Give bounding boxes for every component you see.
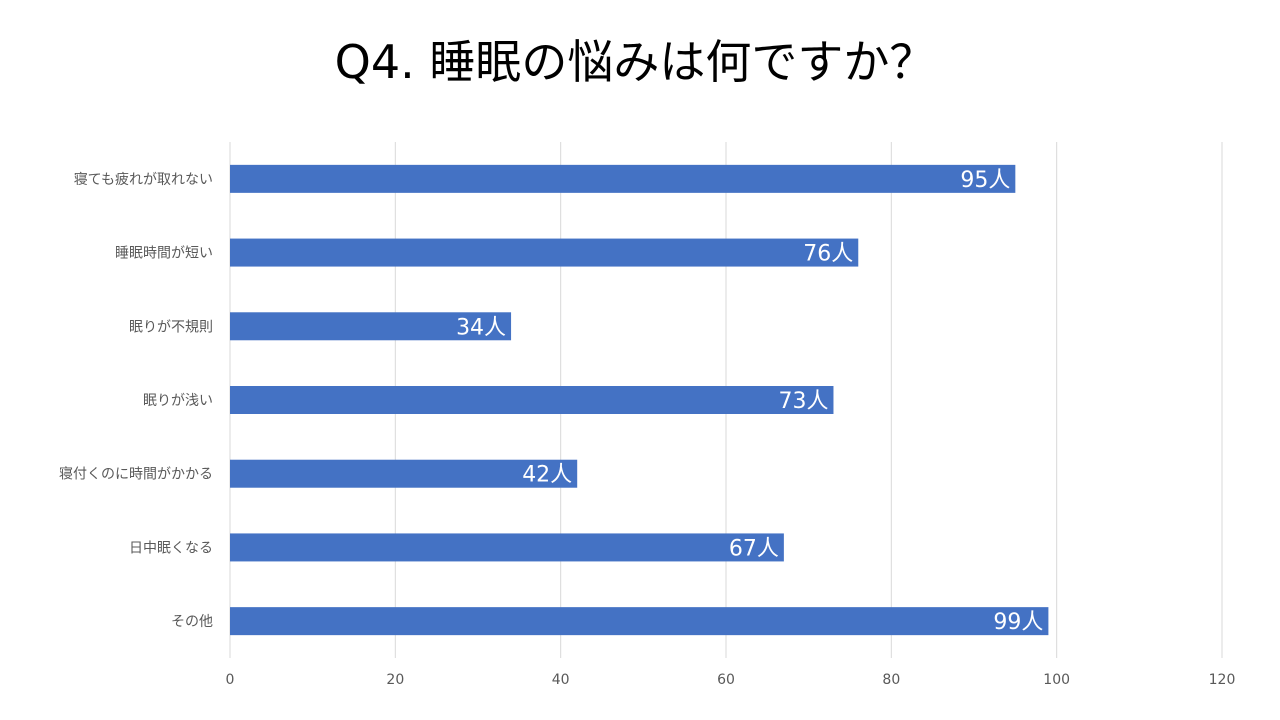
bar-7: [230, 607, 1049, 636]
x-tick-label-60: 60: [717, 672, 735, 688]
x-tick-label-80: 80: [882, 672, 900, 688]
x-axis-tick-labels: 0 20 40 60 80 100 120: [226, 672, 1236, 688]
category-label-1: 寝ても疲れが取れない: [74, 171, 213, 188]
data-label-2: 76人: [803, 242, 853, 267]
category-label-4: 眠りが浅い: [143, 393, 213, 409]
x-tick-label-100: 100: [1043, 672, 1070, 688]
data-label-6: 67人: [729, 536, 779, 561]
category-label-2: 睡眠時間が短い: [115, 246, 213, 262]
data-labels: 95人 76人 34人 73人 42人 67人 99人: [456, 168, 1043, 635]
x-tick-label-40: 40: [552, 672, 570, 688]
bar-2: [230, 238, 859, 267]
data-label-7: 99人: [993, 610, 1043, 635]
category-label-3: 眠りが不規則: [129, 319, 213, 335]
category-label-7: その他: [171, 614, 213, 630]
category-label-5: 寝付くのに時間がかかる: [59, 466, 213, 483]
x-tick-label-0: 0: [226, 672, 235, 688]
x-tick-label-20: 20: [386, 672, 404, 688]
bars: [230, 164, 1049, 636]
x-tick-label-120: 120: [1209, 672, 1236, 688]
data-label-5: 42人: [522, 463, 572, 488]
chart-title: Q4. 睡眠の悩みは何ですか？: [334, 35, 936, 89]
bar-4: [230, 386, 834, 414]
data-label-3: 34人: [456, 315, 506, 340]
bar-5: [230, 459, 578, 488]
bar-3: [230, 312, 512, 341]
category-label-6: 日中眠くなる: [129, 540, 213, 556]
bar-1: [230, 164, 1016, 193]
data-label-4: 73人: [778, 389, 828, 414]
bar-6: [230, 533, 784, 562]
category-labels: 寝ても疲れが取れない睡眠時間が短い眠りが不規則眠りが浅い寝付くのに時間がかかる日…: [59, 171, 213, 630]
data-label-1: 95人: [960, 168, 1010, 193]
